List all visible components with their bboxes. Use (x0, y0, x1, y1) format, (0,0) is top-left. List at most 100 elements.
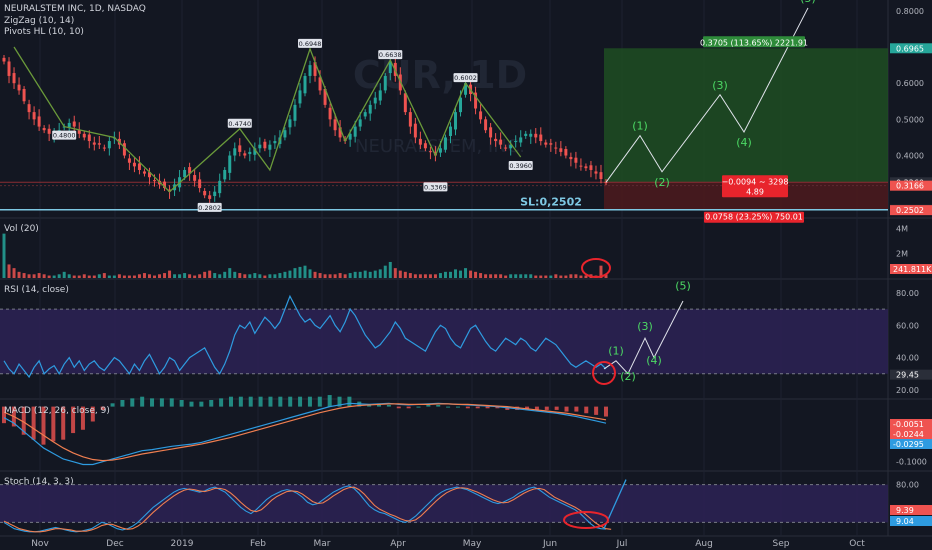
volume-bar (298, 266, 302, 278)
volume-bar (343, 274, 347, 278)
candle-body (32, 112, 36, 120)
macd-histogram-bar (337, 396, 342, 407)
candle-body (499, 139, 503, 145)
stoch-value-box-0 (890, 505, 932, 515)
volume-bar (569, 274, 573, 278)
x-tick-feb: Feb (250, 539, 266, 549)
macd-value-1: -0.0244 (893, 430, 924, 439)
candle-body (193, 175, 197, 181)
volume-bar (408, 273, 412, 278)
candle-body (27, 104, 31, 113)
zigzag-indicator-label[interactable]: ZigZag (10, 14) (4, 16, 75, 26)
candle-body (549, 143, 553, 145)
stoch-value-0: 9.39 (896, 506, 914, 515)
volume-bar (62, 271, 66, 278)
candle-body (188, 167, 192, 174)
candle-body (413, 123, 417, 138)
candle-body (589, 165, 593, 170)
x-tick-apr: Apr (390, 539, 406, 549)
macd-histogram-bar (307, 396, 312, 407)
volume-bar (489, 274, 493, 278)
candle-body (17, 84, 21, 91)
candle-body (228, 155, 232, 173)
zigzag-line (13, 46, 522, 193)
candle-body (604, 181, 608, 183)
macd-histogram-bar (426, 404, 431, 407)
price-axis-tag-box-2 (890, 180, 932, 191)
candle-body (198, 179, 202, 189)
rsi-pane-title[interactable]: RSI (14, close) (4, 285, 69, 295)
candle-body (509, 144, 513, 149)
macd-histogram-bar (268, 396, 273, 407)
volume-pane-title[interactable]: Vol (20) (4, 224, 39, 234)
macd-histogram-bar (544, 406, 549, 410)
candle-body (418, 138, 422, 145)
candle-body (428, 151, 432, 153)
volume-bar (519, 274, 523, 278)
price-tick-4: 0.4000 (896, 152, 924, 161)
volume-bar (253, 273, 257, 278)
pivots-indicator-label[interactable]: Pivots HL (10, 10) (4, 27, 84, 37)
volume-bar (514, 274, 518, 278)
volume-bar (163, 273, 167, 278)
volume-bar (273, 274, 277, 278)
candle-body (87, 134, 91, 142)
volume-bar (283, 271, 287, 278)
volume-bar (178, 274, 182, 278)
volume-bar (574, 274, 578, 278)
volume-bar (37, 273, 41, 278)
volume-bar (173, 274, 177, 278)
target-label: 0.3705 (113.65%) 2221.91 (700, 38, 808, 47)
macd-histogram-bar (574, 406, 579, 412)
candle-body (293, 104, 297, 121)
candle-body (514, 141, 518, 143)
volume-bar (27, 274, 31, 278)
rsi-wave-label-5: (5) (675, 280, 691, 293)
macd-histogram-bar (159, 398, 164, 407)
elliott-wave-label-3: (3) (712, 79, 728, 92)
price-axis-tag-2: 0.3166 (896, 182, 924, 191)
macd-histogram-bar (80, 406, 85, 430)
x-tick-mar: Mar (314, 539, 331, 549)
x-tick-2019: 2019 (171, 539, 194, 549)
candle-body (102, 147, 106, 149)
volume-bar (413, 274, 417, 278)
volume-bar (539, 275, 543, 278)
elliott-wave-label-5: (5) (800, 0, 816, 5)
rsi-wave-label-1: (1) (608, 344, 624, 357)
candle-body (142, 171, 146, 174)
volume-bar (168, 270, 172, 278)
macd-histogram-bar (228, 396, 233, 407)
volume-last-box (890, 264, 932, 274)
volume-bar (464, 268, 468, 278)
volume-bar (17, 271, 21, 278)
candle-body (529, 133, 533, 137)
volume-last-value: 241.811K (893, 265, 932, 274)
macd-pane-title[interactable]: MACD (12, 26, close, 9) (4, 406, 110, 416)
rsi-tick-0: 80.00 (896, 289, 919, 298)
volume-bar (188, 274, 192, 278)
entry-label-line1: −0.0094 ∼ 3298 (722, 177, 789, 186)
macd-histogram-bar (150, 398, 155, 407)
macd-histogram-bar (278, 396, 283, 407)
volume-bar (469, 270, 473, 278)
macd-histogram-bar (61, 406, 66, 440)
candle-body (258, 144, 262, 149)
entry-label-line2: 4.89 (746, 187, 764, 196)
volume-bar (72, 275, 76, 278)
volume-bar (278, 273, 282, 278)
macd-histogram-bar (238, 396, 243, 407)
candle-body (22, 88, 26, 102)
candle-body (238, 145, 242, 152)
volume-bar (238, 273, 242, 278)
volume-bar (313, 271, 317, 278)
price-axis-tag-box-4 (890, 205, 932, 216)
candle-body (47, 128, 51, 134)
volume-bar (428, 274, 432, 278)
candle-body (373, 97, 377, 104)
candle-body (328, 107, 332, 120)
stoch-pane-title[interactable]: Stoch (14, 3, 3) (4, 477, 74, 487)
volume-bar (2, 233, 6, 278)
candle-body (288, 119, 292, 128)
volume-bar (228, 268, 232, 278)
